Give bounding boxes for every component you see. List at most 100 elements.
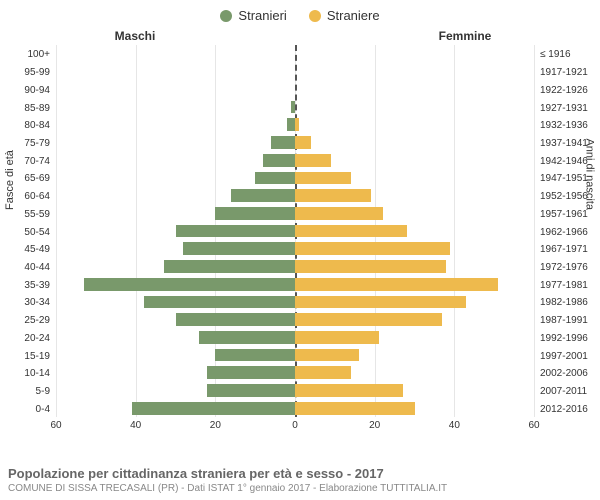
bar-male	[231, 189, 295, 202]
y-tick-left: 85-89	[0, 99, 54, 117]
bar-male	[287, 118, 295, 131]
table-row	[56, 311, 534, 329]
y-tick-left: 95-99	[0, 64, 54, 82]
y-tick-left: 75-79	[0, 135, 54, 153]
bar-male	[263, 154, 295, 167]
bar-male	[215, 207, 295, 220]
bar-male	[207, 384, 295, 397]
y-tick-left: 0-4	[0, 400, 54, 418]
y-tick-right: 1967-1971	[536, 241, 600, 259]
bar-female	[295, 154, 331, 167]
legend-item-female: Straniere	[309, 8, 380, 23]
x-tick: 20	[369, 420, 380, 431]
y-tick-right: 1937-1941	[536, 135, 600, 153]
y-tick-right: 1997-2001	[536, 347, 600, 365]
table-row	[56, 258, 534, 276]
chart-title: Popolazione per cittadinanza straniera p…	[8, 466, 592, 481]
y-tick-right: 1947-1951	[536, 170, 600, 188]
column-header-female: Femmine	[300, 29, 600, 43]
bar-female	[295, 242, 450, 255]
x-tick: 40	[449, 420, 460, 431]
y-tick-left: 45-49	[0, 241, 54, 259]
legend-item-male: Stranieri	[220, 8, 286, 23]
gridline	[534, 45, 535, 417]
y-tick-left: 25-29	[0, 312, 54, 330]
y-tick-right: 1942-1946	[536, 152, 600, 170]
legend-label-male: Stranieri	[238, 8, 286, 23]
table-row	[56, 204, 534, 222]
footer: Popolazione per cittadinanza straniera p…	[8, 466, 592, 494]
table-row	[56, 151, 534, 169]
bar-male	[132, 402, 295, 415]
bar-female	[295, 384, 403, 397]
y-tick-left: 60-64	[0, 188, 54, 206]
bar-rows	[56, 45, 534, 417]
table-row	[56, 399, 534, 417]
bar-male	[199, 331, 295, 344]
y-tick-right: 1972-1976	[536, 259, 600, 277]
column-header-male: Maschi	[0, 29, 300, 43]
table-row	[56, 134, 534, 152]
y-tick-left: 10-14	[0, 365, 54, 383]
y-tick-left: 55-59	[0, 205, 54, 223]
chart-subtitle: COMUNE DI SISSA TRECASALI (PR) - Dati IS…	[8, 483, 592, 494]
y-tick-right: 1917-1921	[536, 64, 600, 82]
y-axis-right-labels: ≤ 19161917-19211922-19261927-19311932-19…	[536, 46, 600, 418]
bar-male	[215, 349, 295, 362]
legend-swatch-male	[220, 10, 232, 22]
x-tick: 60	[50, 420, 61, 431]
table-row	[56, 382, 534, 400]
bar-female	[295, 172, 351, 185]
y-tick-left: 90-94	[0, 81, 54, 99]
y-tick-left: 5-9	[0, 383, 54, 401]
table-row	[56, 169, 534, 187]
y-tick-left: 65-69	[0, 170, 54, 188]
y-tick-right: 1992-1996	[536, 330, 600, 348]
bar-male	[176, 225, 296, 238]
plot-area	[56, 45, 534, 417]
bar-female	[295, 189, 371, 202]
x-axis-ticks: 6040200204060	[56, 420, 534, 434]
y-tick-right: 1977-1981	[536, 276, 600, 294]
bar-female	[295, 225, 407, 238]
table-row	[56, 364, 534, 382]
y-tick-left: 40-44	[0, 259, 54, 277]
bar-male	[164, 260, 295, 273]
bar-male	[183, 242, 295, 255]
table-row	[56, 63, 534, 81]
y-tick-left: 20-24	[0, 330, 54, 348]
y-tick-right: 2002-2006	[536, 365, 600, 383]
y-tick-right: 1922-1926	[536, 81, 600, 99]
table-row	[56, 240, 534, 258]
table-row	[56, 80, 534, 98]
y-tick-right: 1952-1956	[536, 188, 600, 206]
bar-female	[295, 136, 311, 149]
y-tick-right: 1932-1936	[536, 117, 600, 135]
bar-female	[295, 402, 415, 415]
x-tick: 40	[130, 420, 141, 431]
y-tick-left: 30-34	[0, 294, 54, 312]
y-tick-left: 50-54	[0, 223, 54, 241]
bar-female	[295, 207, 383, 220]
y-tick-left: 35-39	[0, 276, 54, 294]
y-tick-right: 1957-1961	[536, 205, 600, 223]
table-row	[56, 98, 534, 116]
table-row	[56, 275, 534, 293]
column-headers: Maschi Femmine	[0, 29, 600, 43]
table-row	[56, 329, 534, 347]
y-tick-right: 1987-1991	[536, 312, 600, 330]
chart-container: Stranieri Straniere Maschi Femmine Fasce…	[0, 0, 600, 500]
bar-female	[295, 118, 299, 131]
bar-male	[255, 172, 295, 185]
table-row	[56, 116, 534, 134]
table-row	[56, 222, 534, 240]
table-row	[56, 293, 534, 311]
y-tick-left: 15-19	[0, 347, 54, 365]
y-tick-right: 1927-1931	[536, 99, 600, 117]
bar-female	[295, 313, 442, 326]
y-tick-left: 80-84	[0, 117, 54, 135]
bar-female	[295, 366, 351, 379]
bar-male	[271, 136, 295, 149]
bar-female	[295, 296, 466, 309]
x-tick: 0	[292, 420, 298, 431]
